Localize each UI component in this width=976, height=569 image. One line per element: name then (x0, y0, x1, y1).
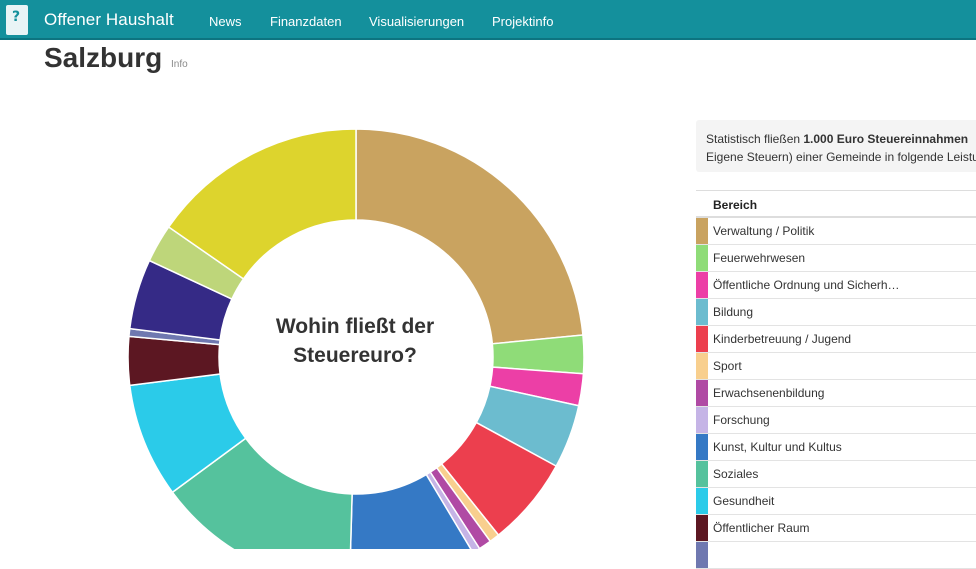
table-row[interactable]: Gesundheit (696, 488, 976, 515)
info-box: Statistisch fließen 1.000 Euro Steuerein… (696, 120, 976, 172)
color-swatch (696, 245, 708, 271)
table-row[interactable] (696, 542, 976, 569)
table-row[interactable]: Sport (696, 353, 976, 380)
top-navbar: ? Offener Haushalt News Finanzdaten Visu… (0, 0, 976, 40)
color-swatch (696, 434, 708, 460)
color-swatch (696, 272, 708, 298)
nav-projektinfo[interactable]: Projektinfo (492, 14, 554, 29)
nav-visualisierungen[interactable]: Visualisierungen (369, 14, 465, 29)
table-row[interactable]: Verwaltung / Politik (696, 218, 976, 245)
table-row-label: Öffentliche Ordnung und Sicherh… (713, 278, 900, 292)
color-swatch (696, 380, 708, 406)
table-row[interactable]: Forschung (696, 407, 976, 434)
bereich-table: Bereich Verwaltung / Politik Feuerwehrwes… (696, 190, 976, 569)
table-row-label: Feuerwehrwesen (713, 251, 806, 265)
color-swatch (696, 326, 708, 352)
donut-chart (127, 128, 585, 549)
table-row-label: Soziales (713, 467, 759, 481)
table-row-label: Forschung (713, 413, 770, 427)
offener-haushalt-logo-icon[interactable]: ? (6, 5, 28, 35)
color-swatch (696, 407, 708, 433)
info-link[interactable]: Info (171, 59, 188, 70)
table-row-label: Gesundheit (713, 494, 775, 508)
table-row-label: Kunst, Kultur und Kultus (713, 440, 842, 454)
color-swatch (696, 353, 708, 379)
info-box-prefix: Statistisch fließen (706, 132, 804, 146)
pie-slice[interactable] (167, 128, 357, 280)
table-row[interactable]: Kunst, Kultur und Kultus (696, 434, 976, 461)
table-row[interactable]: Kinderbetreuung / Jugend (696, 326, 976, 353)
color-swatch (696, 218, 708, 244)
table-row-label: Erwachsenenbildung (713, 386, 825, 400)
table-row-label: Verwaltung / Politik (713, 224, 815, 238)
nav-news[interactable]: News (209, 14, 242, 29)
chart-title: Wohin fließt der Steuereuro? (275, 315, 435, 367)
table-row[interactable]: Feuerwehrwesen (696, 245, 976, 272)
info-box-line2: Eigene Steuern) einer Gemeinde in folgen… (706, 150, 976, 164)
table-row[interactable]: Bildung (696, 299, 976, 326)
pie-slice[interactable] (355, 128, 584, 345)
info-box-bold: 1.000 Euro Steuereinnahmen (803, 132, 969, 146)
color-swatch (696, 488, 708, 514)
color-swatch (696, 299, 708, 325)
color-swatch (696, 515, 708, 541)
table-row[interactable]: Soziales (696, 461, 976, 488)
table-header-bereich: Bereich (696, 190, 976, 218)
page-title: Salzburg (44, 42, 163, 73)
table-row-label: Öffentlicher Raum (713, 521, 810, 535)
color-swatch (696, 542, 708, 568)
table-row-label: Kinderbetreuung / Jugend (713, 332, 852, 346)
table-row[interactable]: Erwachsenenbildung (696, 380, 976, 407)
table-row-label: Bildung (713, 305, 754, 319)
brand-name[interactable]: Offener Haushalt (44, 10, 174, 29)
table-row[interactable]: Öffentliche Ordnung und Sicherh… (696, 272, 976, 299)
pie-slice[interactable] (349, 473, 473, 549)
table-row[interactable]: Öffentlicher Raum (696, 515, 976, 542)
color-swatch (696, 461, 708, 487)
table-row-label: Sport (713, 359, 742, 373)
nav-finanzdaten[interactable]: Finanzdaten (270, 14, 342, 29)
